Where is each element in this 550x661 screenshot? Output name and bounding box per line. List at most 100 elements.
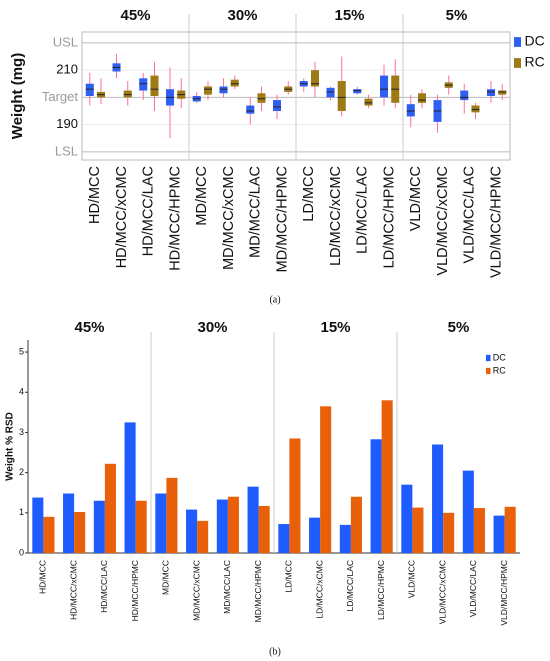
- y-tick-label: 3: [19, 427, 24, 437]
- x-tick-label: HD/MCC/HPMC: [167, 166, 183, 271]
- box: [379, 75, 389, 98]
- caption: (a): [269, 294, 280, 305]
- x-tick-label: MD/MCC/LAC: [222, 560, 232, 614]
- x-tick-label: HD/MCC/LAC: [141, 166, 157, 256]
- bar: [124, 422, 136, 553]
- bar: [63, 493, 75, 553]
- box: [460, 90, 469, 101]
- box: [85, 83, 94, 96]
- box: [471, 105, 480, 113]
- group-label: 30%: [197, 319, 227, 336]
- box: [353, 89, 362, 94]
- bar: [74, 512, 86, 553]
- bar: [320, 406, 332, 553]
- bar: [339, 524, 351, 553]
- group-label: 45%: [120, 7, 150, 24]
- y-tick-label: 1: [19, 507, 24, 517]
- x-tick-label: VLD/MCC/LAC: [468, 560, 478, 617]
- x-tick-label: LD/MCC/HPMC: [381, 166, 397, 268]
- x-tick-label: VLD/MCC/LAC: [462, 166, 478, 264]
- caption: (b): [269, 646, 281, 657]
- y-tick-label: 190: [56, 116, 78, 131]
- box: [337, 81, 346, 111]
- group-label: 15%: [334, 7, 364, 24]
- bar: [309, 517, 321, 553]
- x-tick-label: MD/MCC/HPMC: [253, 560, 263, 622]
- legend-swatch: [486, 367, 491, 375]
- x-tick-label: LD/MCC/xCMC: [314, 560, 324, 619]
- x-tick-label: VLD/MCC: [407, 560, 417, 598]
- box: [326, 87, 335, 98]
- bar: [401, 484, 413, 553]
- x-tick-label: MD/MCC: [161, 560, 171, 595]
- x-tick-label: LD/MCC/HPMC: [376, 560, 386, 620]
- y-tick-label: 0: [19, 547, 24, 557]
- box: [486, 89, 496, 96]
- group-label: 15%: [320, 319, 350, 336]
- legend-swatch: [486, 354, 491, 362]
- x-tick-label: LD/MCC/LAC: [345, 560, 355, 611]
- bar: [278, 524, 290, 553]
- y-axis-title: Weight % RSD: [5, 412, 16, 481]
- bar: [432, 444, 444, 553]
- bar: [43, 516, 55, 553]
- bar: [443, 512, 455, 553]
- group-label: 5%: [448, 319, 470, 336]
- box: [123, 90, 132, 98]
- x-tick-label: LD/MCC: [301, 166, 317, 222]
- x-tick-label: HD/MCC/xCMC: [114, 166, 130, 268]
- x-tick-label: VLD/MCC/HPMC: [499, 560, 509, 626]
- box: [246, 105, 255, 114]
- x-tick-label: HD/MCC/xCMC: [68, 560, 78, 620]
- x-tick-label: HD/MCC: [38, 560, 48, 594]
- x-tick-label: LD/MCC/LAC: [355, 166, 371, 254]
- box: [139, 78, 148, 91]
- box: [417, 93, 427, 103]
- x-tick-label: MD/MCC/xCMC: [191, 560, 201, 621]
- bar: [155, 493, 167, 553]
- y-tick-label: LSL: [55, 143, 78, 158]
- x-tick-label: HD/MCC/LAC: [99, 560, 109, 613]
- x-tick-label: LD/MCC: [284, 560, 294, 593]
- box: [150, 75, 159, 96]
- x-tick-label: MD/MCC: [194, 166, 210, 226]
- bar: [412, 507, 424, 553]
- bar: [32, 497, 44, 553]
- bar: [104, 463, 116, 553]
- legend-label: RC: [525, 54, 545, 70]
- bar: [197, 520, 209, 553]
- bar: [289, 438, 301, 553]
- box: [219, 86, 228, 94]
- x-tick-label: MD/MCC/LAC: [248, 166, 264, 258]
- x-tick-label: VLD/MCC/HPMC: [488, 166, 504, 278]
- legend-label: DC: [525, 33, 545, 49]
- x-tick-label: MD/MCC/xCMC: [221, 166, 237, 270]
- group-label: 5%: [446, 7, 468, 24]
- legend-label: RC: [493, 365, 506, 375]
- box: [406, 104, 415, 117]
- bar: [186, 509, 198, 553]
- bar: [473, 507, 485, 553]
- y-tick-label: 4: [19, 387, 24, 397]
- x-tick-label: MD/MCC/HPMC: [274, 166, 290, 272]
- x-tick-label: VLD/MCC: [408, 166, 424, 231]
- x-tick-label: LD/MCC/xCMC: [328, 166, 344, 266]
- box: [203, 86, 213, 95]
- legend-label: DC: [493, 352, 506, 362]
- x-tick-label: VLD/MCC/xCMC: [437, 560, 447, 624]
- box: [257, 93, 266, 103]
- y-tick-label: 5: [19, 346, 24, 356]
- bar: [493, 515, 505, 553]
- bar: [227, 496, 239, 553]
- bar: [370, 439, 382, 553]
- legend-swatch: [514, 37, 521, 47]
- y-tick-label: 2: [19, 467, 24, 477]
- x-tick-label: HD/MCC/HPMC: [130, 560, 140, 621]
- bar: [93, 500, 105, 553]
- group-label: 45%: [74, 319, 104, 336]
- box: [230, 79, 239, 87]
- bar: [247, 486, 259, 553]
- bar: [258, 505, 270, 553]
- box: [310, 70, 320, 87]
